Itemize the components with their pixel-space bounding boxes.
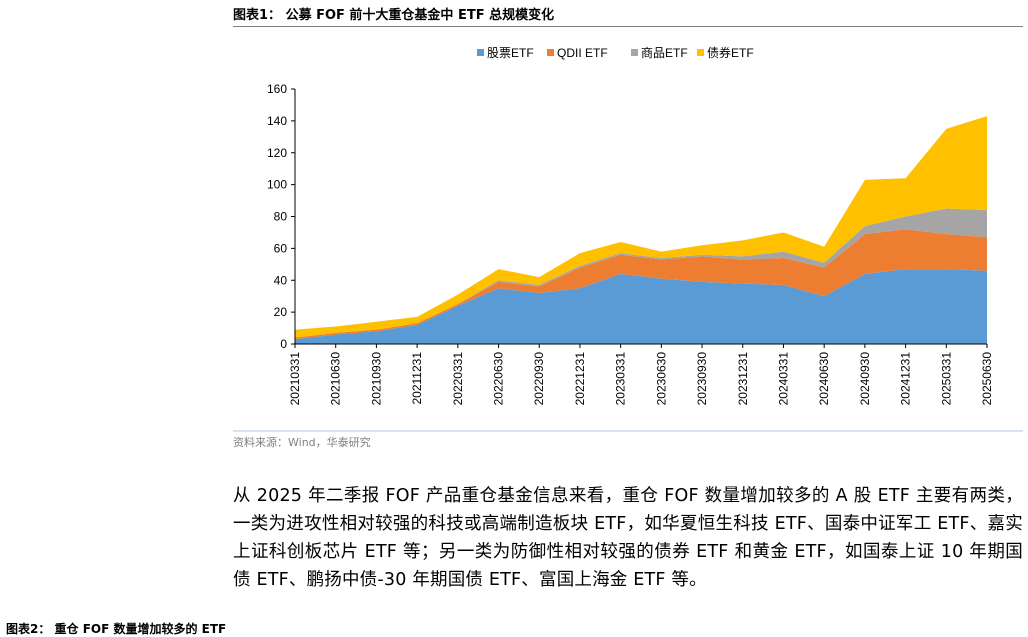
title-divider	[233, 26, 1023, 27]
x-tick-label: 20220331	[451, 352, 465, 406]
y-tick-label: 60	[274, 241, 288, 255]
x-tick-label: 20240930	[858, 352, 872, 406]
chart-axes: 0 20 40 60 80 100 120 140 160 20210331 20210630 202…	[267, 82, 994, 405]
y-tick-label: 20	[274, 305, 288, 319]
legend-label-4: 债券ETF	[707, 45, 754, 60]
next-figure-title: 图表2： 重仓 FOF 数量增加较多的 ETF	[6, 622, 227, 636]
x-tick-label: 20221231	[573, 352, 587, 406]
area-series-1	[295, 269, 987, 344]
legend-swatch-3	[631, 49, 638, 56]
chart-legend: 股票ETF QDII ETF 商品ETF 债券ETF	[477, 45, 754, 60]
x-tick-label: 20241231	[899, 352, 913, 406]
x-tick-label: 20220630	[492, 352, 506, 406]
x-tick-label: 20211231	[410, 352, 424, 405]
legend-swatch-2	[547, 49, 554, 56]
x-tick-label: 20210630	[329, 352, 343, 406]
stacked-area-chart: 股票ETF QDII ETF 商品ETF 债券ETF 0 20 40 60 80 100 120 1…	[267, 45, 994, 405]
legend-swatch-4	[697, 49, 704, 56]
x-tick-label: 20230930	[695, 352, 709, 406]
y-tick-label: 100	[267, 178, 287, 192]
x-tick-label: 20210331	[288, 352, 302, 406]
x-tick-label: 20240630	[817, 352, 831, 406]
y-tick-label: 80	[274, 210, 288, 224]
area-series-4	[295, 116, 987, 338]
x-tick-label: 20250630	[980, 352, 994, 406]
area-series-2	[295, 229, 987, 340]
x-tick-label: 20230630	[654, 352, 668, 406]
x-tick-label: 20230331	[614, 352, 628, 406]
y-tick-label: 40	[274, 273, 288, 287]
x-tick-label: 20231231	[736, 352, 750, 406]
legend-label-3: 商品ETF	[641, 45, 688, 60]
body-paragraph: 从 2025 年二季报 FOF 产品重仓基金信息来看，重仓 FOF 数量增加较多…	[233, 486, 1023, 590]
source-divider	[233, 430, 1023, 432]
y-tick-label: 160	[267, 82, 287, 96]
legend-label-2: QDII ETF	[557, 46, 608, 60]
source-note: 资料来源：Wind，华泰研究	[233, 436, 371, 449]
x-tick-label: 20210930	[369, 352, 383, 406]
y-tick-label: 0	[280, 337, 287, 351]
legend-swatch-1	[477, 49, 484, 56]
legend-label-1: 股票ETF	[487, 46, 534, 60]
y-tick-label: 120	[267, 146, 287, 160]
x-tick-label: 20250331	[939, 352, 953, 406]
x-tick-label: 20240331	[776, 352, 790, 406]
chart-areas	[295, 116, 987, 344]
y-tick-label: 140	[267, 114, 287, 128]
x-tick-label: 20220930	[532, 352, 546, 406]
chart-title: 图表1： 公募 FOF 前十大重仓基金中 ETF 总规模变化	[233, 8, 555, 23]
area-series-3	[295, 208, 987, 338]
